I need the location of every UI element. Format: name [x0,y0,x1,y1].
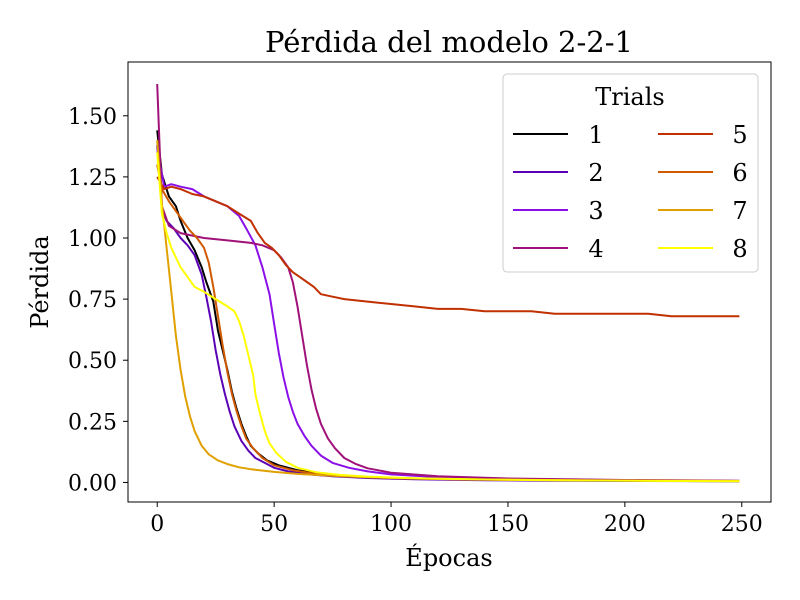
series-line-8 [156,152,740,483]
chart-title: Pérdida del modelo 2-2-1 [265,25,633,59]
legend-label-4: 4 [588,235,603,263]
legend: Trials 1 2 3 4 5 6 7 8 [502,73,759,273]
y-tick-label: 0.50 [68,349,117,374]
y-tick-label: 0.00 [68,471,117,496]
legend-label-1: 1 [588,121,603,149]
y-tick-label: 0.25 [68,410,117,435]
x-axis-label: Épocas [405,543,492,572]
x-tick-label: 50 [260,512,288,537]
legend-label-6: 6 [732,159,747,187]
plot-lines [156,83,740,483]
plot-frame [127,61,772,503]
x-tick-label: 0 [150,512,164,537]
series-line-4 [156,83,740,482]
x-tick-label: 200 [604,512,646,537]
x-tick-label: 150 [487,512,529,537]
y-axis-label: Pérdida [26,235,54,328]
x-tick-label: 250 [721,512,763,537]
legend-items: 1 2 3 4 5 6 7 8 [513,121,748,263]
y-ticks: 0.00 0.25 0.50 0.75 1.00 1.25 1.50 [68,105,128,496]
legend-title: Trials [595,83,664,111]
legend-label-8: 8 [732,235,747,263]
legend-box [502,73,759,273]
y-tick-label: 1.25 [68,166,117,191]
legend-label-2: 2 [588,159,603,187]
series-line-5 [156,176,740,318]
y-tick-label: 1.50 [68,105,117,130]
legend-label-7: 7 [732,197,747,225]
x-tick-label: 100 [370,512,412,537]
y-tick-label: 1.00 [68,227,117,252]
y-tick-label: 0.75 [68,288,117,313]
x-ticks: 0 50 100 150 200 250 [150,502,763,537]
legend-label-3: 3 [588,197,603,225]
legend-label-5: 5 [732,121,747,149]
